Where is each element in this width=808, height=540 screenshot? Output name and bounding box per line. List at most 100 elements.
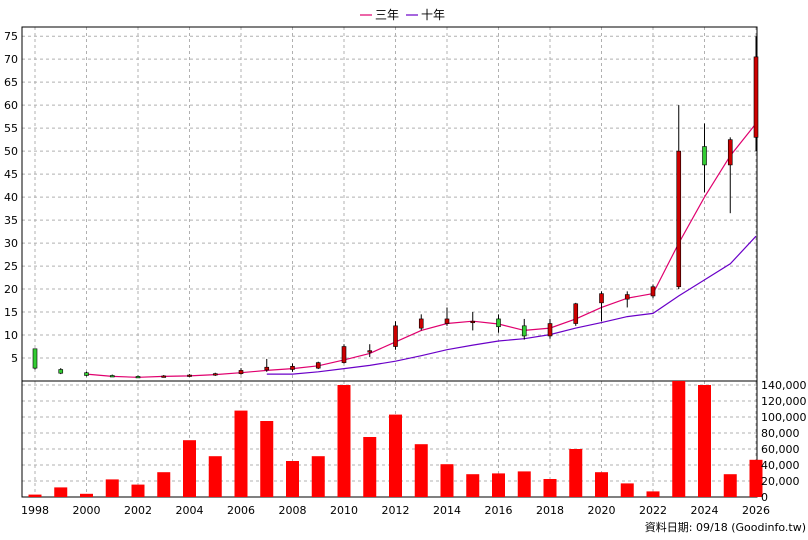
candle-body [676,150,682,288]
volume-bar [698,385,711,497]
candle-body [367,350,373,353]
candle-body [187,374,192,377]
candle-body [290,365,295,370]
price-plot-frame [21,26,758,382]
volume-tick-label: 100,000 [761,411,807,424]
volume-bar [620,483,634,497]
x-tick-label: 2024 [691,504,719,517]
x-tick-label: 2010 [330,504,358,517]
candle-body [341,346,347,363]
candle-body [753,56,759,138]
volume-bar [440,464,454,497]
candle-body [135,376,141,379]
x-tick-label: 2004 [176,504,204,517]
candle-body [727,139,733,166]
volume-bar [595,472,608,497]
volume-bar [337,385,351,497]
x-tick-label: 1998 [21,504,49,517]
volume-bar [646,491,660,497]
candle-body [418,318,424,329]
x-tick-label: 2020 [588,504,616,517]
volume-bar [363,437,377,497]
x-tick-label: 2018 [536,504,564,517]
price-tick-label: 50 [4,145,18,158]
volume-bar [54,487,68,497]
moving-average-lines [86,123,757,378]
volume-bar [131,484,145,497]
ma-line-3yr [86,123,757,378]
volume-tick-label: 80,000 [761,427,800,440]
price-tick-label: 20 [4,283,18,296]
volume-bar [492,473,505,497]
x-tick-label: 2002 [124,504,152,517]
candle-body [238,370,244,374]
candle-body [521,325,527,337]
candle-body [315,362,321,369]
price-tick-label: 60 [4,99,18,112]
volume-bar [260,421,274,497]
candle-body [84,372,89,376]
volume-bar [466,474,480,497]
volume-axis-ticks: 0 20,000 40,000 60,000 80,000 100,000 120,000 1… [761,379,807,504]
price-tick-label: 40 [4,191,18,204]
candle-body [58,369,64,374]
price-tick-label: 10 [4,329,18,342]
volume-bar [569,449,583,497]
volume-tick-label: 60,000 [761,443,800,456]
candle-body [212,373,218,376]
price-tick-label: 25 [4,260,18,273]
candle-body [624,294,630,300]
ma-line-10yr [266,235,757,375]
legend: 三年 十年 [360,8,445,22]
candle-body [393,325,398,347]
candle-body [650,286,656,297]
x-tick-label: 2016 [485,504,513,517]
volume-bar [672,381,686,497]
legend-label-10yr: 十年 [421,8,445,22]
source-note: 資料日期: 09/18 (Goodinfo.tw) [645,520,806,534]
x-tick-label: 2014 [433,504,461,517]
volume-bar [543,479,557,497]
candle-body [32,348,38,369]
price-tick-label: 30 [4,237,18,250]
price-axis-ticks: 5 10 15 20 25 30 35 40 45 50 55 60 65 70 75 [4,30,18,365]
price-tick-label: 5 [11,352,18,365]
volume-bar [234,410,248,497]
legend-label-3yr: 三年 [375,8,399,22]
x-tick-label: 2008 [279,504,307,517]
volume-bar [389,414,402,497]
candle-body [470,320,476,324]
volume-tick-label: 40,000 [761,459,800,472]
candle-body [547,323,553,337]
volume-bar [105,479,119,497]
volume-tick-label: 120,000 [761,395,807,408]
candlesticks [32,36,759,379]
volume-bar [208,456,222,497]
volume-bar [183,440,196,497]
volume-bar [311,456,325,497]
x-tick-label: 2006 [227,504,255,517]
candle-body [702,146,707,166]
volume-bar [28,494,42,497]
price-tick-label: 65 [4,76,18,89]
x-axis-ticks: 1998 2000 2002 2004 2006 2008 2010 2012 2014 2016… [21,504,770,517]
price-tick-label: 45 [4,168,18,181]
candle-body [599,293,604,304]
candle-body [161,375,167,378]
candle-body [109,375,115,378]
price-tick-label: 55 [4,122,18,135]
x-tick-label: 2000 [73,504,101,517]
x-tick-label: 2026 [742,504,770,517]
candle-body [573,303,579,324]
price-tick-label: 15 [4,306,18,319]
price-tick-label: 35 [4,214,18,227]
candle-body [264,366,270,371]
x-tick-label: 2012 [382,504,410,517]
price-tick-label: 70 [4,53,18,66]
volume-bar [414,444,428,497]
volume-bar [80,493,93,497]
price-tick-label: 75 [4,30,18,43]
volume-tick-label: 140,000 [761,379,807,392]
volume-bar [749,459,763,497]
